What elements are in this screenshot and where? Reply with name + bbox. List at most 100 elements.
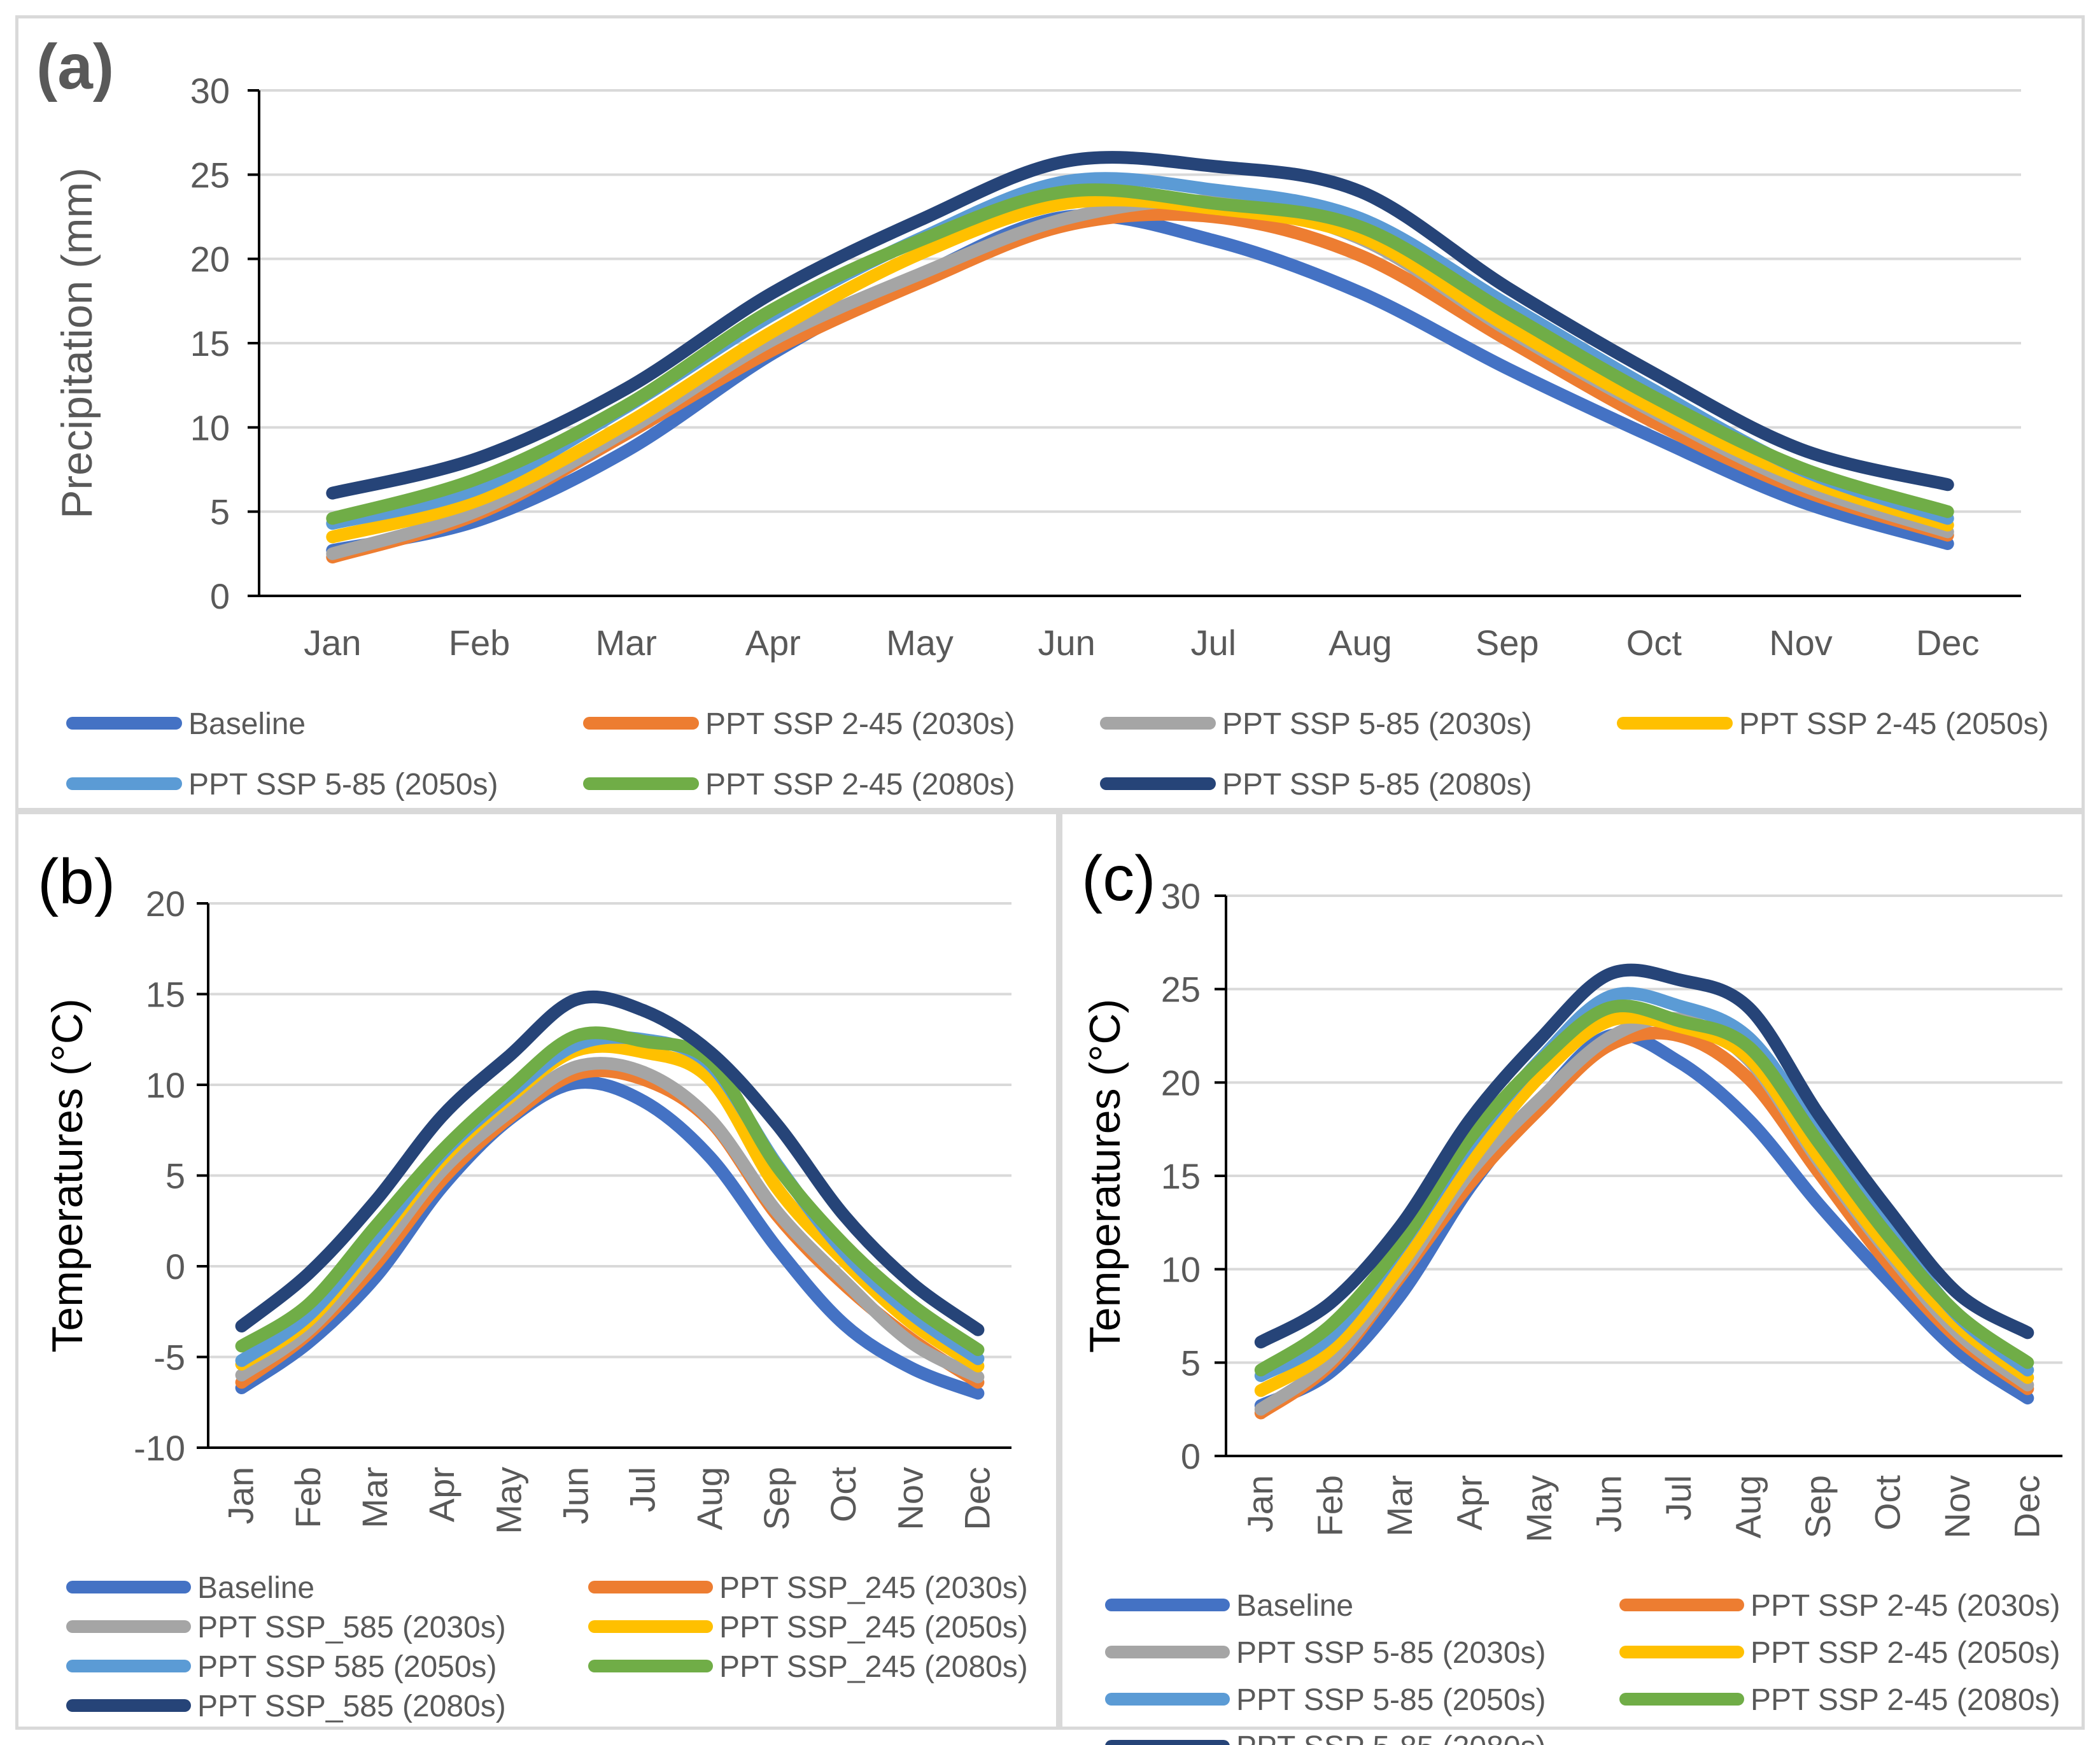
legend-label: PPT SSP 2-45 (2080s) — [705, 768, 1015, 802]
x-tick-label: Jul — [1658, 1475, 1698, 1521]
x-tick-label: Nov — [1769, 623, 1833, 663]
x-tick-label: Jan — [1240, 1475, 1280, 1532]
y-tick-label: 5 — [1181, 1343, 1201, 1383]
panel-b: (b) -10 -5 0 5 10 15 20 Jan Feb Mar Apr May Jun Jul Aug… — [15, 811, 1059, 1730]
x-tick-label: Jan — [304, 623, 361, 663]
legend-label: PPT SSP 2-45 (2050s) — [1751, 1636, 2061, 1670]
chart-c: (c) 0 5 10 15 20 25 30 Jan Feb Mar Apr May Jun Jul Aug S… — [1081, 843, 2062, 1745]
x-tick-label: Apr — [745, 623, 801, 663]
legend-label: PPT SSP 5-85 (2050s) — [1236, 1683, 1546, 1717]
x-tick-label: Jul — [1191, 623, 1237, 663]
legend-label: PPT SSP_585 (2030s) — [197, 1611, 506, 1644]
series-line-3 — [326, 194, 1954, 560]
y-tick-label: 30 — [1161, 876, 1201, 916]
legend-label: PPT SSP_245 (2030s) — [719, 1571, 1028, 1605]
x-tick-label: Feb — [1309, 1475, 1349, 1537]
y-tick-label: 0 — [1181, 1436, 1201, 1476]
panel-label: (a) — [36, 31, 114, 102]
legend-label: PPT SSP 2-45 (2030s) — [1751, 1589, 2061, 1623]
chart-a: (a) 0 5 10 15 20 25 30 Jan Feb Mar Apr May Jun Jul Aug S… — [36, 31, 2049, 802]
series-line-1 — [235, 1076, 985, 1400]
x-tick-label: Mar — [595, 623, 656, 663]
x-tick-label: Sep — [1476, 623, 1539, 663]
legend-label: PPT SSP 585 (2050s) — [197, 1650, 497, 1684]
legend-label: PPT SSP 5-85 (2050s) — [188, 768, 498, 802]
series-line-1 — [326, 209, 1954, 557]
y-tick-label: 0 — [210, 576, 230, 616]
series-line-1 — [1254, 1028, 2034, 1412]
x-tick-label: Nov — [890, 1467, 930, 1530]
series-line-4 — [1254, 1010, 2034, 1397]
x-tick-label: Aug — [1328, 623, 1392, 663]
legend-label: PPT SSP_245 (2050s) — [719, 1611, 1028, 1644]
y-tick-label: 10 — [1161, 1250, 1201, 1290]
y-axis-title: Precipitation (mm) — [53, 167, 101, 519]
legend-label: PPT SSP 2-45 (2030s) — [705, 707, 1015, 741]
x-tick-label: Feb — [288, 1467, 328, 1529]
y-tick-label: 20 — [146, 884, 185, 924]
x-tick-label: Nov — [1937, 1475, 1977, 1539]
x-tick-label: Jun — [1588, 1475, 1628, 1532]
x-tick-label: Sep — [1798, 1475, 1838, 1539]
y-tick-label: 15 — [146, 975, 185, 1015]
x-tick-label: May — [488, 1467, 528, 1534]
panel-label: (c) — [1082, 843, 1156, 914]
y-tick-label: 20 — [1161, 1063, 1201, 1103]
chart-b: (b) -10 -5 0 5 10 15 20 Jan Feb Mar Apr May Jun Jul Aug… — [38, 846, 1028, 1723]
y-tick-label: -10 — [134, 1428, 185, 1468]
panel-a: (a) 0 5 10 15 20 25 30 Jan Feb Mar Apr May Jun Jul Aug S… — [15, 15, 2085, 811]
legend-label: PPT SSP 5-85 (2030s) — [1236, 1636, 1546, 1670]
x-tick-label: Oct — [1626, 623, 1682, 663]
legend-label: Baseline — [188, 707, 306, 741]
x-tick-label: Aug — [689, 1467, 729, 1530]
legend-label: PPT SSP_585 (2080s) — [197, 1690, 506, 1723]
series-line-6 — [1254, 1000, 2034, 1377]
x-tick-label: Aug — [1728, 1475, 1768, 1539]
y-axis-title: Temperatures (°C) — [1081, 999, 1129, 1353]
x-tick-label: Dec — [957, 1467, 997, 1530]
legend-label: PPT SSP 5-85 (2080s) — [1236, 1730, 1546, 1745]
x-tick-label: Mar — [1379, 1475, 1420, 1536]
series-line-2 — [1254, 1026, 2034, 1420]
series-line-6 — [326, 183, 1954, 525]
series-line-3 — [235, 1057, 985, 1383]
x-tick-label: May — [1519, 1475, 1559, 1543]
y-tick-label: 15 — [1161, 1156, 1201, 1196]
legend-label: PPT SSP 5-85 (2080s) — [1222, 768, 1532, 802]
series-line-2 — [326, 208, 1954, 564]
series-line-4 — [235, 1040, 985, 1373]
legend-label: Baseline — [1236, 1589, 1353, 1623]
series-line-7 — [1254, 963, 2034, 1349]
x-tick-label: Dec — [1916, 623, 1980, 663]
series-line-4 — [326, 194, 1954, 544]
x-tick-label: May — [886, 623, 954, 663]
series-line-7 — [235, 990, 985, 1336]
series-line-3 — [1254, 1012, 2034, 1416]
y-tick-label: 5 — [166, 1156, 185, 1196]
legend-label: PPT SSP 2-45 (2050s) — [1739, 707, 2049, 741]
x-tick-label: Sep — [756, 1467, 796, 1530]
y-tick-label: -5 — [153, 1338, 185, 1378]
x-tick-label: Jul — [623, 1467, 663, 1513]
x-tick-label: Apr — [421, 1467, 462, 1522]
legend-label: PPT SSP_245 (2080s) — [719, 1650, 1028, 1684]
series-line-7 — [326, 151, 1954, 500]
legend-label: PPT SSP 2-45 (2080s) — [1751, 1683, 2061, 1717]
x-tick-label: Oct — [1867, 1475, 1907, 1531]
y-tick-label: 5 — [210, 492, 230, 532]
x-tick-label: Mar — [355, 1467, 395, 1528]
x-tick-label: Oct — [823, 1467, 863, 1523]
y-axis-title: Temperatures (°C) — [43, 998, 92, 1352]
legend-label: PPT SSP 5-85 (2030s) — [1222, 707, 1532, 741]
y-tick-label: 25 — [1161, 970, 1201, 1010]
series-line-6 — [235, 1026, 985, 1357]
y-tick-label: 30 — [190, 71, 230, 111]
x-tick-label: Jun — [1038, 623, 1096, 663]
y-tick-label: 10 — [146, 1065, 185, 1105]
legend-label: Baseline — [197, 1571, 314, 1605]
x-tick-label: Dec — [2006, 1475, 2047, 1539]
y-tick-label: 20 — [190, 239, 230, 279]
x-tick-label: Apr — [1449, 1475, 1489, 1530]
y-tick-label: 10 — [190, 407, 230, 448]
x-tick-label: Jun — [555, 1467, 595, 1524]
